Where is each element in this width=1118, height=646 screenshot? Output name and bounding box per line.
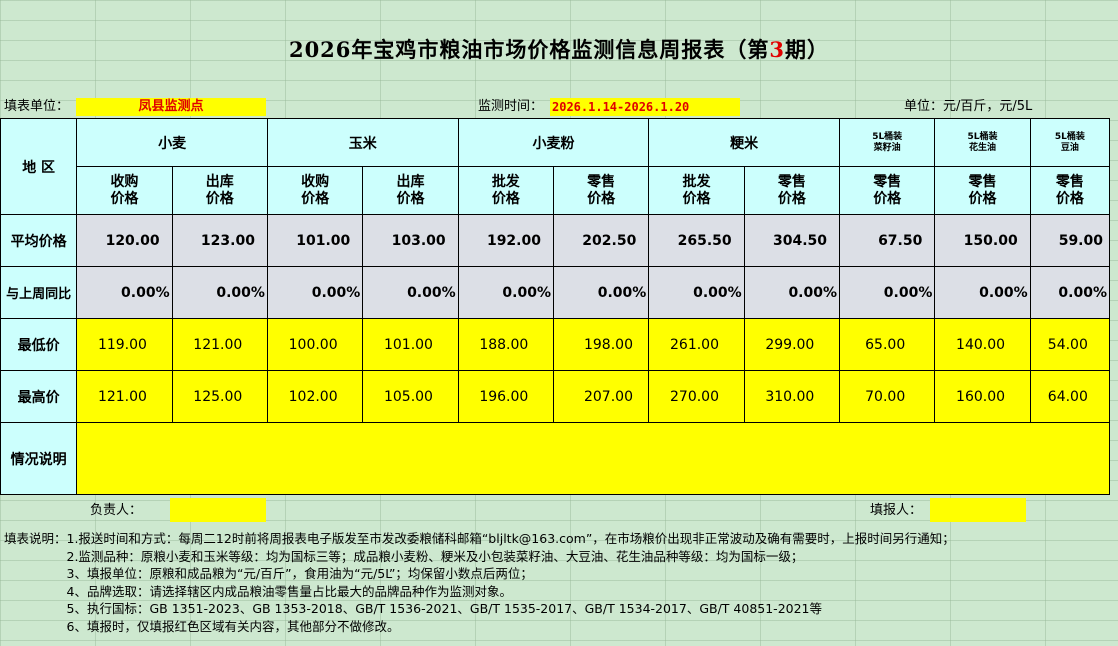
subheader-cell: 零售 价格 bbox=[552, 166, 650, 215]
reporter-label: 填报人： bbox=[870, 503, 923, 518]
row-remarks: 情况说明 bbox=[0, 422, 1110, 495]
average-cell: 67.50 bbox=[839, 214, 936, 267]
unit-label: 单位：元/百斤，元/5L bbox=[904, 99, 1033, 114]
title-suffix: 期） bbox=[785, 37, 830, 62]
instruction-line: 2.监测品种：原粮小麦和玉米等级：均为国标三等；成品粮小麦粉、粳米及小包装菜籽油… bbox=[4, 548, 804, 564]
maximum-cell[interactable]: 64.00 bbox=[1029, 370, 1111, 423]
filling-instructions: 填表说明：1.报送时间和方式：每周二12时前将周报表电子版发至市发改委粮储科邮箱… bbox=[4, 530, 1114, 636]
maximum-cell[interactable]: 207.00 bbox=[552, 370, 650, 423]
average-cell: 103.00 bbox=[362, 214, 459, 267]
minimum-cell[interactable]: 101.00 bbox=[362, 318, 459, 371]
period-label: 监测时间： bbox=[478, 99, 544, 114]
average-cell: 123.00 bbox=[171, 214, 268, 267]
row-label-maximum: 最高价 bbox=[0, 370, 78, 423]
subheader-cell: 批发 价格 bbox=[648, 166, 745, 215]
group-flour: 小麦粉 bbox=[457, 118, 650, 167]
row-label-minimum: 最低价 bbox=[0, 318, 78, 371]
wow-cell: 0.00% bbox=[648, 266, 745, 319]
average-cell: 59.00 bbox=[1029, 214, 1111, 267]
subheader-cell: 收购 价格 bbox=[266, 166, 364, 215]
subheader-cell: 零售 价格 bbox=[743, 166, 841, 215]
subheader-cell: 批发 价格 bbox=[457, 166, 554, 215]
minimum-cell[interactable]: 198.00 bbox=[552, 318, 650, 371]
group-peanut-oil: 5L桶装 花生油 bbox=[934, 118, 1031, 167]
wow-cell: 0.00% bbox=[552, 266, 650, 319]
filler-label: 填表单位： bbox=[4, 99, 70, 114]
header-row-sub: 收购 价格 出库 价格 收购 价格 出库 价格 批发 价格 零售 价格 批发 价… bbox=[1, 166, 1111, 215]
maximum-cell[interactable]: 121.00 bbox=[76, 370, 173, 423]
wow-cell: 0.00% bbox=[266, 266, 364, 319]
subheader-cell: 出库 价格 bbox=[171, 166, 268, 215]
row-label-average: 平均价格 bbox=[0, 214, 78, 267]
row-minimum-price: 最低价 119.00 121.00 100.00 101.00 188.00 1… bbox=[0, 318, 1111, 371]
region-header: 地 区 bbox=[0, 118, 78, 215]
page-title: 2026年宝鸡市粮油市场价格监测信息周报表（第3期） bbox=[0, 34, 1118, 68]
title-prefix: 2026年宝鸡市粮油市场价格监测信息周报表（第 bbox=[288, 37, 770, 62]
wow-cell: 0.00% bbox=[839, 266, 936, 319]
instruction-line: 3、填报单位：原粮和成品粮为“元/百斤”，食用油为“元/5L”；均保留小数点后两… bbox=[4, 566, 533, 582]
wow-cell: 0.00% bbox=[76, 266, 173, 319]
minimum-cell[interactable]: 54.00 bbox=[1029, 318, 1111, 371]
filler-value[interactable]: 凤县监测点 bbox=[76, 98, 266, 116]
group-corn: 玉米 bbox=[266, 118, 459, 167]
maximum-cell[interactable]: 70.00 bbox=[839, 370, 936, 423]
header-row-groups: 地 区 小麦 玉米 小麦粉 粳米 5L桶装 菜籽油 5L桶装 花生油 5L桶装 … bbox=[0, 118, 1111, 215]
minimum-cell[interactable]: 119.00 bbox=[76, 318, 173, 371]
maximum-cell[interactable]: 310.00 bbox=[743, 370, 841, 423]
wow-cell: 0.00% bbox=[457, 266, 554, 319]
minimum-cell[interactable]: 121.00 bbox=[171, 318, 268, 371]
instruction-line: 填表说明：1.报送时间和方式：每周二12时前将周报表电子版发至市发改委粮储科邮箱… bbox=[4, 531, 955, 546]
instruction-line: 6、填报时，仅填报红色区域有关内容，其他部分不做修改。 bbox=[4, 618, 400, 634]
row-week-over-week: 与上周同比 0.00% 0.00% 0.00% 0.00% 0.00% 0.00… bbox=[0, 266, 1111, 319]
wow-cell: 0.00% bbox=[1029, 266, 1111, 319]
reporter-field[interactable] bbox=[930, 498, 1026, 522]
minimum-cell[interactable]: 261.00 bbox=[648, 318, 745, 371]
group-japonica-rice: 粳米 bbox=[648, 118, 841, 167]
maximum-cell[interactable]: 125.00 bbox=[171, 370, 268, 423]
row-label-remarks: 情况说明 bbox=[0, 422, 78, 495]
row-average-price: 平均价格 120.00 123.00 101.00 103.00 192.00 … bbox=[0, 214, 1111, 267]
average-cell: 192.00 bbox=[457, 214, 554, 267]
row-maximum-price: 最高价 121.00 125.00 102.00 105.00 196.00 2… bbox=[0, 370, 1111, 423]
wow-cell: 0.00% bbox=[743, 266, 841, 319]
subheader-cell: 零售 价格 bbox=[934, 166, 1031, 215]
group-soybean-oil: 5L桶装 豆油 bbox=[1029, 118, 1111, 167]
average-cell: 150.00 bbox=[934, 214, 1031, 267]
minimum-cell[interactable]: 299.00 bbox=[743, 318, 841, 371]
maximum-cell[interactable]: 196.00 bbox=[457, 370, 554, 423]
minimum-cell[interactable]: 65.00 bbox=[839, 318, 936, 371]
period-value[interactable]: 2026.1.14-2026.1.20 bbox=[550, 98, 740, 116]
wow-cell: 0.00% bbox=[934, 266, 1031, 319]
row-label-week-over-week: 与上周同比 bbox=[0, 266, 78, 319]
subheader-cell: 零售 价格 bbox=[1029, 166, 1111, 215]
minimum-cell[interactable]: 140.00 bbox=[934, 318, 1031, 371]
maximum-cell[interactable]: 270.00 bbox=[648, 370, 745, 423]
group-wheat: 小麦 bbox=[76, 118, 268, 167]
minimum-cell[interactable]: 188.00 bbox=[457, 318, 554, 371]
maximum-cell[interactable]: 160.00 bbox=[934, 370, 1031, 423]
maximum-cell[interactable]: 102.00 bbox=[266, 370, 364, 423]
subheader-cell: 零售 价格 bbox=[839, 166, 936, 215]
average-cell: 101.00 bbox=[266, 214, 364, 267]
title-issue-number[interactable]: 3 bbox=[769, 37, 786, 62]
remarks-cell[interactable] bbox=[76, 422, 1110, 495]
price-table: 地 区 小麦 玉米 小麦粉 粳米 5L桶装 菜籽油 5L桶装 花生油 5L桶装 … bbox=[0, 118, 1111, 495]
average-cell: 120.00 bbox=[76, 214, 173, 267]
group-rapeseed-oil: 5L桶装 菜籽油 bbox=[839, 118, 936, 167]
wow-cell: 0.00% bbox=[171, 266, 268, 319]
subheader-cell: 出库 价格 bbox=[362, 166, 459, 215]
minimum-cell[interactable]: 100.00 bbox=[266, 318, 364, 371]
average-cell: 202.50 bbox=[552, 214, 650, 267]
instruction-line: 4、品牌选取：请选择辖区内成品粮油零售量占比最大的品牌品种作为监测对象。 bbox=[4, 583, 512, 599]
subheader-cell: 收购 价格 bbox=[76, 166, 173, 215]
responsible-field[interactable] bbox=[170, 498, 266, 522]
instruction-line: 5、执行国标：GB 1351-2023、GB 1353-2018、GB/T 15… bbox=[4, 601, 823, 617]
average-cell: 265.50 bbox=[648, 214, 745, 267]
wow-cell: 0.00% bbox=[362, 266, 459, 319]
responsible-label: 负责人： bbox=[90, 503, 143, 518]
average-cell: 304.50 bbox=[743, 214, 841, 267]
maximum-cell[interactable]: 105.00 bbox=[362, 370, 459, 423]
